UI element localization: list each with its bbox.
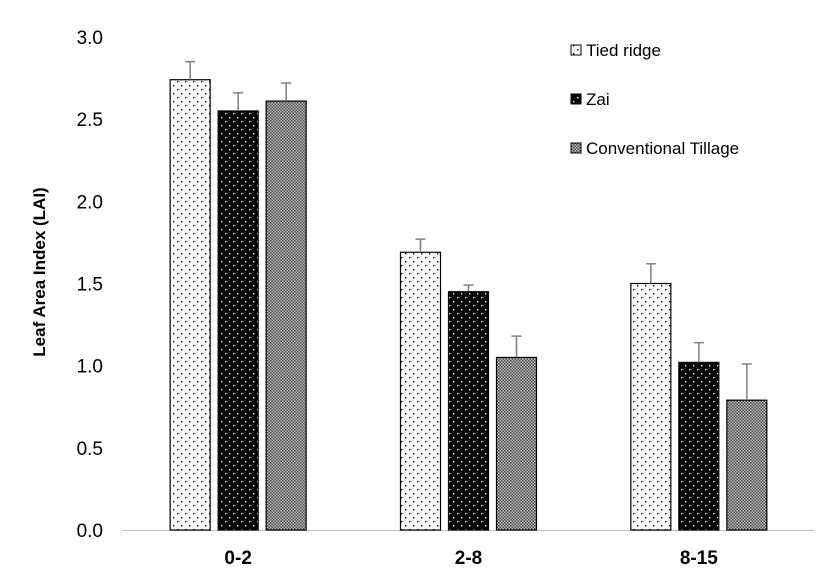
x-tick-label: 2-8 xyxy=(455,548,482,569)
bar-conventional-tillage-2-8 xyxy=(495,356,538,531)
legend-label: Tied ridge xyxy=(586,41,661,60)
bar-zai-2-8 xyxy=(447,291,490,531)
y-tick-label: 1.5 xyxy=(77,275,103,296)
legend-label: Conventional Tillage xyxy=(586,139,739,158)
bar-tied-ridge-0-2 xyxy=(169,79,211,531)
y-axis-label: Leaf Area Index (LAI) xyxy=(30,187,49,356)
bar-conventional-tillage-0-2 xyxy=(265,100,307,531)
x-tick-label: 8-15 xyxy=(680,548,718,569)
x-tick-label: 0-2 xyxy=(224,548,251,569)
y-tick-label: 2.0 xyxy=(77,192,103,213)
legend-swatch xyxy=(570,142,582,154)
bar-zai-0-2 xyxy=(217,110,259,531)
y-tick-label: 2.5 xyxy=(77,110,103,131)
plot-area: 0.0 0.5 1.0 1.5 2.0 2.5 3.0 0-2 2-8 8-15 xyxy=(77,28,814,569)
bar-zai-8-15 xyxy=(678,361,720,531)
legend: Tied ridge Zai Conventional Tillage xyxy=(570,41,739,158)
bar-tied-ridge-8-15 xyxy=(630,282,672,531)
y-tick-label: 1.0 xyxy=(77,357,103,378)
bar-conventional-tillage-8-15 xyxy=(726,399,768,531)
y-tick-label: 0.5 xyxy=(77,439,103,460)
legend-swatch xyxy=(570,93,582,105)
legend-swatch xyxy=(570,44,582,56)
bar-tied-ridge-2-8 xyxy=(399,251,442,531)
y-tick-label: 0.0 xyxy=(77,521,103,542)
legend-label: Zai xyxy=(586,90,610,109)
y-tick-label: 3.0 xyxy=(77,28,103,49)
